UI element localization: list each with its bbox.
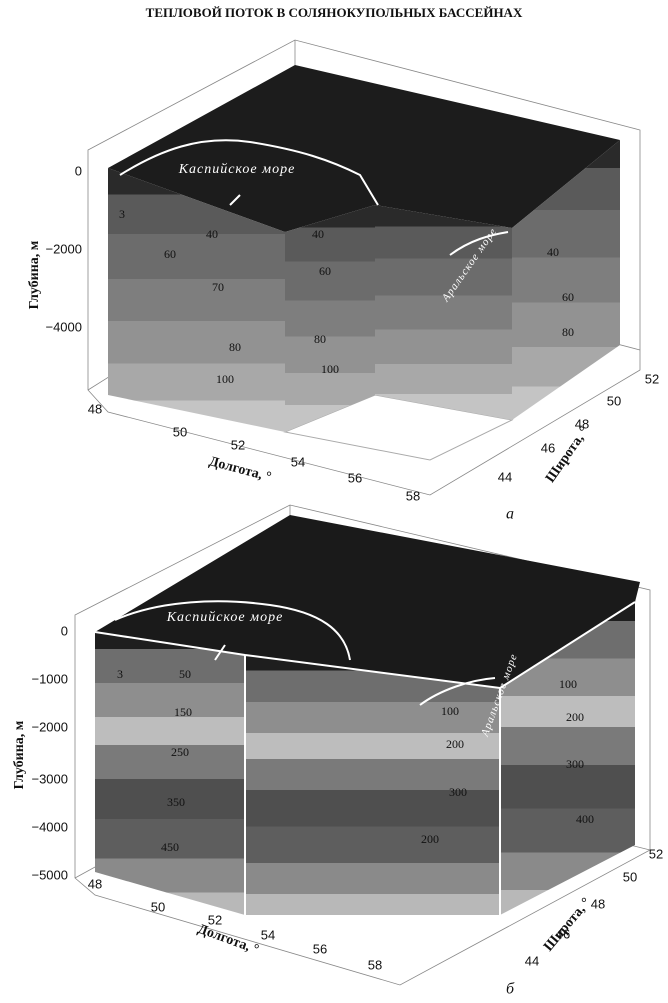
sea-label: Каспийское море — [178, 162, 296, 177]
depth-tick-label: −4000 — [45, 319, 82, 334]
contour-label: 300 — [566, 757, 584, 771]
latitude-tick-label: 44 — [498, 469, 512, 484]
latitude-tick-label: 52 — [645, 371, 659, 386]
longitude-tick-label: 54 — [261, 927, 275, 942]
panel-a-block — [88, 40, 640, 495]
contour-label: 200 — [421, 832, 439, 846]
longitude-tick-label: 48 — [88, 876, 102, 891]
depth-tick-label: −5000 — [31, 867, 68, 882]
longitude-tick-label: 50 — [173, 424, 187, 439]
longitude-axis-title: Долгота, ° — [207, 454, 272, 485]
longitude-tick-label: 58 — [368, 957, 382, 972]
contour-label: 80 — [562, 325, 574, 339]
longitude-tick-label: 56 — [348, 470, 362, 485]
contour-label: 100 — [441, 704, 459, 718]
contour-label: 350 — [167, 795, 185, 809]
figure-page: ТЕПЛОВОЙ ПОТОК В СОЛЯНОКУПОЛЬНЫХ БАССЕЙН… — [0, 0, 668, 1003]
contour-label: 80 — [314, 332, 326, 346]
panel-label: б — [506, 981, 515, 998]
contour-label: 60 — [164, 247, 176, 261]
longitude-tick-label: 52 — [231, 437, 245, 452]
contour-label: 150 — [174, 705, 192, 719]
depth-tick-label: −4000 — [31, 819, 68, 834]
depth-tick-label: −3000 — [31, 771, 68, 786]
contour-label: 100 — [559, 677, 577, 691]
contour-label: 50 — [179, 667, 191, 681]
latitude-tick-label: 50 — [607, 393, 621, 408]
contour-label: 250 — [171, 745, 189, 759]
contour-label: 200 — [446, 737, 464, 751]
contour-label: 300 — [449, 785, 467, 799]
contour-label: 100 — [216, 372, 234, 386]
depth-axis-title: Глубина, м — [27, 240, 42, 309]
longitude-tick-label: 48 — [88, 401, 102, 416]
page-title: ТЕПЛОВОЙ ПОТОК В СОЛЯНОКУПОЛЬНЫХ БАССЕЙН… — [146, 5, 523, 20]
sea-label: Каспийское море — [166, 610, 284, 625]
latitude-tick-label: 52 — [649, 846, 663, 861]
longitude-tick-label: 50 — [151, 899, 165, 914]
longitude-tick-label: 58 — [406, 488, 420, 503]
notch-face — [285, 205, 375, 432]
longitude-tick-label: 54 — [291, 454, 305, 469]
latitude-tick-label: 50 — [623, 869, 637, 884]
depth-tick-label: 0 — [75, 163, 82, 178]
depth-tick-label: 0 — [61, 623, 68, 638]
longitude-tick-label: 56 — [313, 941, 327, 956]
contour-label: 3 — [119, 207, 125, 221]
contour-label: 200 — [566, 710, 584, 724]
longitude-axis-title: Долгота, ° — [196, 922, 261, 958]
depth-tick-label: −2000 — [45, 241, 82, 256]
contour-label: 80 — [229, 340, 241, 354]
depth-tick-label: −2000 — [31, 719, 68, 734]
contour-label: 450 — [161, 840, 179, 854]
contour-label: 70 — [212, 280, 224, 294]
contour-label: 60 — [562, 290, 574, 304]
contour-label: 40 — [206, 227, 218, 241]
contour-label: 400 — [576, 812, 594, 826]
contour-label: 3 — [117, 667, 123, 681]
panel-label: а — [506, 506, 514, 523]
contour-label: 40 — [547, 245, 559, 259]
depth-axis-title: Глубина, м — [12, 720, 27, 789]
contour-label: 60 — [319, 264, 331, 278]
latitude-tick-label: 46 — [541, 440, 555, 455]
contour-label: 100 — [321, 362, 339, 376]
contour-label: 40 — [312, 227, 324, 241]
latitude-tick-label: 44 — [525, 953, 539, 968]
depth-tick-label: −1000 — [31, 671, 68, 686]
